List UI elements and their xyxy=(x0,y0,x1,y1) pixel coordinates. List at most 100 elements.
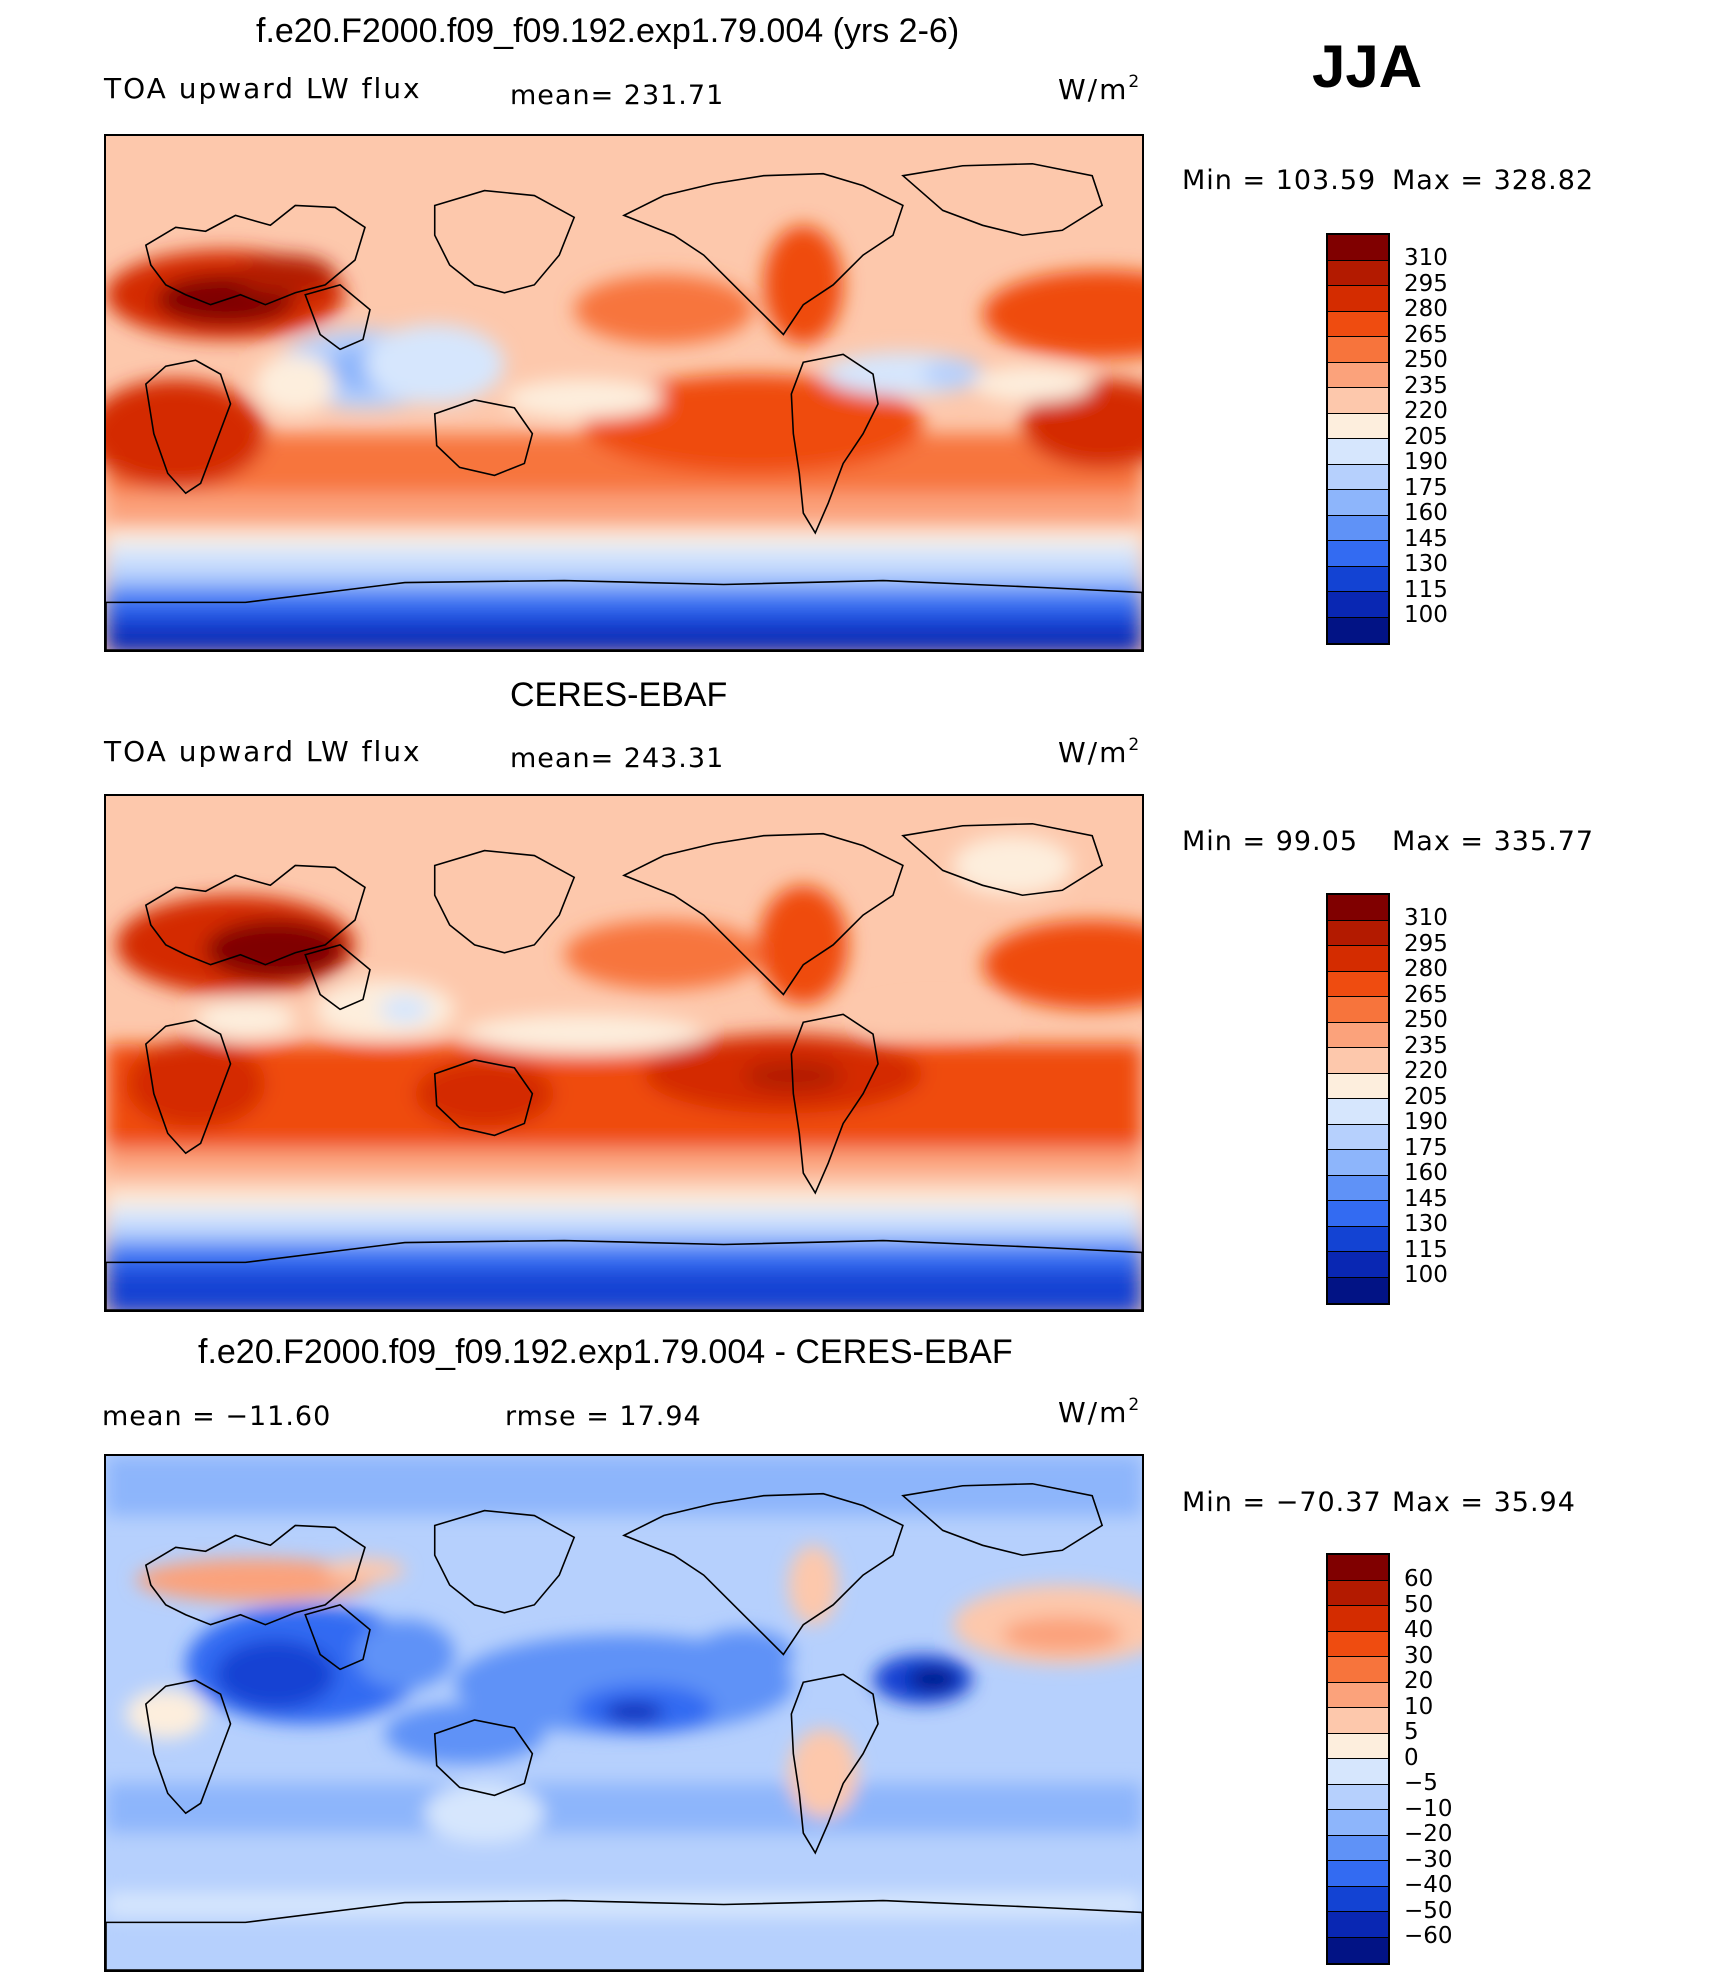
colorbar-box xyxy=(1328,490,1388,516)
panel-1-map xyxy=(104,134,1144,652)
colorbar-tick-label: 20 xyxy=(1404,1668,1434,1694)
colorbar-tick-label: 220 xyxy=(1404,1058,1448,1084)
colorbar-tick-label: 10 xyxy=(1404,1693,1434,1720)
colorbar-box xyxy=(1328,592,1388,618)
panel-1-min-label: Min = 103.59 xyxy=(1182,165,1377,196)
colorbar-box xyxy=(1328,617,1388,643)
colorbar-box xyxy=(1328,337,1388,363)
panel-2-units: W/m2 xyxy=(1058,735,1142,769)
colorbar-box xyxy=(1328,388,1388,414)
colorbar-box xyxy=(1328,1937,1388,1963)
panel-2-title: CERES-EBAF xyxy=(510,676,728,714)
colorbar-box xyxy=(1328,1175,1388,1201)
panel-1-max-label: Max = 328.82 xyxy=(1392,165,1595,196)
colorbar-box xyxy=(1328,1784,1388,1810)
colorbar-tick-label: 280 xyxy=(1404,956,1448,982)
colorbar-box xyxy=(1328,1073,1388,1099)
colorbar-box xyxy=(1328,541,1388,567)
colorbar-box xyxy=(1328,1810,1388,1836)
colorbar-box xyxy=(1328,1252,1388,1278)
panel-2-max-label: Max = 335.77 xyxy=(1392,826,1595,857)
colorbar-tick-label: 115 xyxy=(1404,576,1448,603)
colorbar-box xyxy=(1328,1912,1388,1938)
colorbar-tick-label: −40 xyxy=(1404,1872,1453,1898)
colorbar-box xyxy=(1328,362,1388,388)
colorbar-box xyxy=(1328,946,1388,972)
panel-3-map xyxy=(104,1454,1144,1972)
colorbar-box xyxy=(1328,464,1388,490)
colorbar-box xyxy=(1328,1022,1388,1048)
colorbar-tick-label: −60 xyxy=(1404,1923,1453,1949)
colorbar-tick-label: 50 xyxy=(1404,1591,1434,1618)
colorbar-box xyxy=(1328,1099,1388,1125)
colorbar-tick-label: −5 xyxy=(1404,1770,1438,1796)
colorbar-box xyxy=(1328,1861,1388,1887)
colorbar-tick-label: 190 xyxy=(1404,1109,1448,1135)
colorbar-tick-label: 250 xyxy=(1404,1007,1448,1033)
colorbar-tick-label: 0 xyxy=(1404,1744,1419,1771)
colorbar-tick-label: 160 xyxy=(1404,1160,1448,1186)
colorbar-box xyxy=(1328,971,1388,997)
colorbar-tick-label: −20 xyxy=(1404,1821,1453,1847)
panel-1-units: W/m2 xyxy=(1058,72,1142,106)
season-label: JJA xyxy=(1312,33,1423,100)
panel-2-colorbar xyxy=(1326,893,1390,1305)
colorbar-box xyxy=(1328,1124,1388,1150)
colorbar-tick-label: 250 xyxy=(1404,347,1448,373)
panel-3-rmse-label: rmse = 17.94 xyxy=(505,1401,702,1432)
colorbar-box xyxy=(1328,1835,1388,1861)
colorbar-tick-label: 205 xyxy=(1404,1083,1448,1110)
colorbar-box xyxy=(1328,1886,1388,1912)
colorbar-tick-label: 220 xyxy=(1404,398,1448,424)
panel-3-mean-label: mean = −11.60 xyxy=(102,1401,332,1432)
colorbar-box xyxy=(1328,260,1388,286)
panel-3-colorbar xyxy=(1326,1553,1390,1965)
colorbar-tick-label: 130 xyxy=(1404,551,1448,577)
colorbar-box xyxy=(1328,311,1388,337)
colorbar-box xyxy=(1328,895,1388,921)
colorbar-tick-label: 310 xyxy=(1404,905,1448,931)
panel-1-colorbar xyxy=(1326,233,1390,645)
colorbar-tick-label: 145 xyxy=(1404,525,1448,552)
colorbar-box xyxy=(1328,1657,1388,1683)
colorbar-tick-label: 235 xyxy=(1404,372,1448,399)
colorbar-box xyxy=(1328,515,1388,541)
colorbar-box xyxy=(1328,439,1388,465)
colorbar-box xyxy=(1328,1606,1388,1632)
panel-3-units: W/m2 xyxy=(1058,1395,1142,1429)
colorbar-box xyxy=(1328,997,1388,1023)
colorbar-box xyxy=(1328,286,1388,312)
panel-3-max-label: Max = 35.94 xyxy=(1392,1487,1576,1518)
colorbar-tick-label: 160 xyxy=(1404,500,1448,526)
colorbar-tick-label: 175 xyxy=(1404,1134,1448,1161)
colorbar-tick-label: −10 xyxy=(1404,1795,1453,1822)
panel-2-map xyxy=(104,794,1144,1312)
panel-3-min-label: Min = −70.37 xyxy=(1182,1487,1382,1518)
colorbar-tick-label: 60 xyxy=(1404,1566,1434,1592)
colorbar-box xyxy=(1328,566,1388,592)
colorbar-box xyxy=(1328,1048,1388,1074)
colorbar-box xyxy=(1328,1759,1388,1785)
colorbar-tick-label: 100 xyxy=(1404,1262,1448,1288)
colorbar-tick-label: 235 xyxy=(1404,1032,1448,1059)
colorbar-tick-label: 295 xyxy=(1404,930,1448,957)
colorbar-tick-label: 295 xyxy=(1404,270,1448,297)
colorbar-box xyxy=(1328,1631,1388,1657)
colorbar-tick-label: 130 xyxy=(1404,1211,1448,1237)
colorbar-box xyxy=(1328,1682,1388,1708)
colorbar-tick-label: 175 xyxy=(1404,474,1448,501)
colorbar-box xyxy=(1328,1708,1388,1734)
colorbar-tick-label: 265 xyxy=(1404,321,1448,348)
colorbar-box xyxy=(1328,1555,1388,1581)
colorbar-box xyxy=(1328,920,1388,946)
colorbar-box xyxy=(1328,1226,1388,1252)
colorbar-box xyxy=(1328,235,1388,261)
colorbar-tick-label: −30 xyxy=(1404,1846,1453,1873)
colorbar-box xyxy=(1328,1150,1388,1176)
colorbar-tick-label: 205 xyxy=(1404,423,1448,450)
panel-2-min-label: Min = 99.05 xyxy=(1182,826,1358,857)
colorbar-tick-label: 190 xyxy=(1404,449,1448,475)
colorbar-tick-label: 30 xyxy=(1404,1642,1434,1669)
colorbar-tick-label: 145 xyxy=(1404,1185,1448,1212)
colorbar-box xyxy=(1328,1733,1388,1759)
